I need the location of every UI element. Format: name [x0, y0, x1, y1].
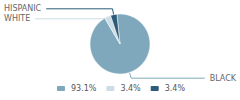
svg-text:93.1%: 93.1%: [71, 84, 97, 93]
svg-text:3.4%: 3.4%: [120, 84, 141, 93]
svg-text:HISPANIC: HISPANIC: [4, 4, 42, 13]
svg-text:BLACK: BLACK: [210, 74, 237, 83]
svg-text:WHITE: WHITE: [4, 14, 30, 23]
svg-text:3.4%: 3.4%: [165, 84, 186, 93]
